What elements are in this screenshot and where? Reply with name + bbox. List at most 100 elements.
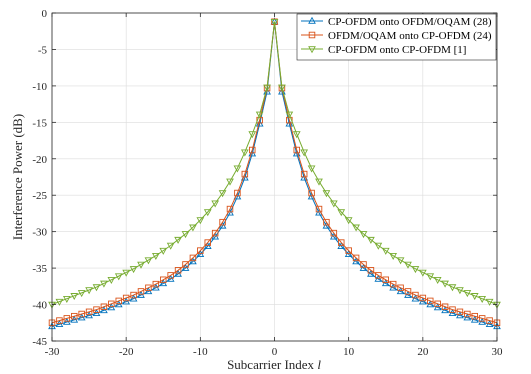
data-point [300,170,308,178]
data-point [345,247,352,254]
data-point [226,205,234,213]
data-point [115,297,122,305]
data-point [122,294,130,302]
data-point [174,267,182,274]
data-point [374,242,383,250]
data-point [329,200,338,208]
y-tick-label: -5 [38,44,48,56]
data-point [419,294,427,302]
y-tick-label: -10 [32,81,47,93]
series-3 [48,18,501,309]
data-point [56,317,63,324]
data-point [397,284,404,292]
data-point [100,280,108,288]
legend-box [296,13,497,61]
data-point [167,272,174,279]
x-tick-label: 20 [417,346,429,358]
data-point [300,149,309,157]
data-point [427,297,434,305]
data-point [159,247,168,255]
data-point [449,306,456,313]
data-point [197,247,204,254]
data-point [412,291,419,299]
data-point [211,229,219,237]
legend-label: CP-OFDM onto CP-OFDM [1] [328,44,466,56]
data-point [456,308,464,316]
data-point [137,288,145,295]
axis-ticks: -30 -20 -10 0 10 20 30 0 -5 -10 -15 -20 -25 -30 -35 -40… [32,8,503,358]
x-tick-label: 30 [492,346,504,358]
y-tick-label: -40 [32,300,47,312]
data-point [315,205,323,213]
data-point [396,257,405,265]
data-point [441,303,449,310]
data-point [181,231,190,239]
data-point [278,84,286,92]
data-point [337,209,346,217]
data-point [315,178,323,186]
data-point [426,273,435,281]
data-point [219,218,226,226]
y-tick-label: -30 [32,227,47,239]
data-point [456,287,464,295]
data-point [255,111,264,119]
data-point [285,111,294,119]
series-line [51,21,498,306]
y-axis-title: Interference Power (dB) [10,114,25,240]
data-point [381,247,390,255]
legend-item-3: CP-OFDM onto CP-OFDM [1] [301,44,466,56]
data-point [189,224,197,232]
data-point [92,284,101,292]
data-point [145,284,152,292]
y-tick-label: -35 [32,263,47,275]
data-point [248,146,256,154]
data-point [292,131,301,139]
data-point [404,288,412,295]
data-point [130,291,137,299]
data-point [152,280,160,288]
data-point [196,217,205,225]
data-point [478,315,486,322]
data-point [174,236,182,244]
data-point [448,284,457,292]
y-tick-label: -45 [32,336,47,348]
data-point [204,239,211,246]
x-tick-label: 10 [343,346,355,358]
data-point [434,300,441,308]
data-point [114,273,123,281]
y-tick-label: 0 [42,8,48,20]
legend-label: OFDM/OQAM onto CP-OFDM (24) [328,30,492,42]
data-point [404,261,412,269]
data-point [240,149,249,157]
x-tick-label: -30 [45,346,60,358]
y-tick-label: -25 [32,190,47,202]
data-point [100,303,108,310]
data-point [85,287,93,295]
data-point [211,200,220,208]
data-point [233,165,242,173]
data-point [308,189,315,197]
data-point [471,312,479,320]
y-tick-label: -20 [32,154,47,166]
data-point [367,267,375,274]
data-point [433,277,442,285]
data-point [382,276,390,284]
data-point [344,217,353,225]
series-layer [48,17,501,330]
data-point [107,277,116,285]
data-point [70,312,78,320]
x-tick-label: 0 [272,346,278,358]
legend: CP-OFDM onto OFDM/OQAM (28) OFDM/OQAM ont… [296,13,497,61]
data-point [93,306,100,313]
data-point [55,298,64,306]
data-point [129,266,138,274]
data-point [226,178,234,186]
x-tick-label: -10 [193,346,208,358]
data-point [470,293,479,301]
data-point [389,252,398,260]
data-point [248,131,257,139]
x-tick-label: -20 [119,346,134,358]
data-point [485,298,494,306]
data-point [218,190,227,198]
